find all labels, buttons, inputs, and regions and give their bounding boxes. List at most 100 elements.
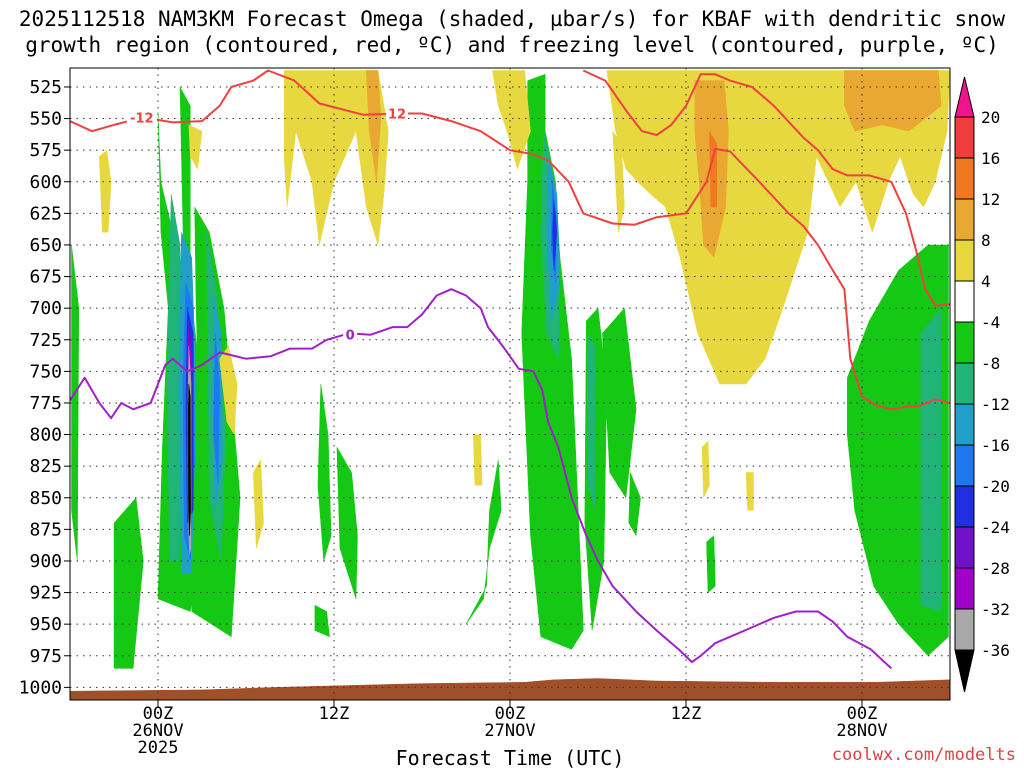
y-tick-label-525: 525 <box>29 77 62 98</box>
omega-region-31 <box>188 383 191 536</box>
colorbar-bin-5 <box>954 280 975 323</box>
x-tick-label-6-2: 2025 <box>138 738 179 758</box>
y-tick-label-900: 900 <box>29 551 62 572</box>
plot-area: -12 12 0 <box>69 67 951 701</box>
colorbar-label-10: -24 <box>981 518 1010 537</box>
dgz-contour-1 <box>582 69 950 307</box>
y-tick-label-850: 850 <box>29 488 62 509</box>
omega-region-27 <box>552 200 558 271</box>
x-tick-label-6-1: 26NOV <box>132 721 183 741</box>
omega-region-47 <box>70 678 950 700</box>
omega-region-12 <box>628 472 641 536</box>
y-tick-label-575: 575 <box>29 140 62 161</box>
colorbar-bin-10 <box>954 485 975 528</box>
omega-region-15 <box>166 194 184 562</box>
omega-region-42 <box>745 472 754 511</box>
x-tick-label-42-0: 12Z <box>671 704 702 724</box>
dgz-contour-label-1: 12 <box>388 108 406 123</box>
omega-region-6 <box>336 446 358 600</box>
omega-region-18 <box>587 333 596 511</box>
colorbar-bin-0 <box>954 76 975 118</box>
omega-region-24 <box>213 333 220 486</box>
colorbar-label-7: -12 <box>981 395 1010 414</box>
colorbar-bin-4 <box>954 239 975 282</box>
colorbar-label-13: -36 <box>981 641 1010 660</box>
colorbar-bin-12 <box>954 567 975 610</box>
colorbar-label-5: -4 <box>981 313 1000 332</box>
contour-labels: -12 12 0 <box>126 105 409 344</box>
colorbar: 20 16 12 8 4 -4 -8 -12 -16 -20 -24 -28 -32 -36 <box>954 76 1010 693</box>
freezing-contour-0 <box>70 288 892 670</box>
omega-region-38 <box>492 70 531 170</box>
omega-shading <box>70 70 950 700</box>
colorbar-bin-7 <box>954 362 975 405</box>
x-tick-label-30-1: 27NOV <box>484 721 535 741</box>
colorbar-label-2: 12 <box>981 190 1000 209</box>
y-tick-label-675: 675 <box>29 267 62 288</box>
chart-title-line-2: growth region (contoured, red, ºC) and f… <box>25 33 999 57</box>
omega-region-13 <box>706 535 716 593</box>
colorbar-bin-14 <box>954 649 975 693</box>
y-axis: 525 550 575 600 625 650 675 700 725 750 775 800 825 8… <box>19 77 70 698</box>
x-tick-label-18-0: 12Z <box>319 704 350 724</box>
colorbar-bin-1 <box>954 116 975 159</box>
colorbar-label-4: 4 <box>981 272 991 291</box>
y-tick-label-975: 975 <box>29 646 62 667</box>
x-tick-label-54-0: 00Z <box>847 704 878 724</box>
dgz-contour-0 <box>70 69 950 411</box>
y-tick-label-800: 800 <box>29 425 62 446</box>
y-tick-label-775: 775 <box>29 393 62 414</box>
y-tick-label-1000: 1000 <box>19 677 62 698</box>
colorbar-label-11: -28 <box>981 559 1010 578</box>
omega-region-32 <box>99 149 112 233</box>
colorbar-bin-8 <box>954 403 975 446</box>
colorbar-label-3: 8 <box>981 231 991 250</box>
x-tick-label-54-1: 28NOV <box>836 721 887 741</box>
colorbar-bin-2 <box>954 157 975 200</box>
omega-region-43 <box>366 70 382 183</box>
omega-region-8 <box>465 459 502 625</box>
y-tick-label-950: 950 <box>29 614 62 635</box>
dgz-contour-label-0-bg <box>126 109 157 126</box>
omega-region-1 <box>113 497 144 669</box>
y-tick-label-750: 750 <box>29 361 62 382</box>
y-tick-label-925: 925 <box>29 583 62 604</box>
colorbar-bin-11 <box>954 526 975 569</box>
x-tick-label-30-0: 00Z <box>495 704 526 724</box>
colorbar-bin-13 <box>954 608 975 651</box>
colorbar-label-6: -8 <box>981 354 1000 373</box>
chart-title-line-1: 2025112518 NAM3KM Forecast Omega (shaded… <box>19 7 1006 31</box>
omega-region-36 <box>253 459 264 549</box>
omega-region-9 <box>521 74 584 650</box>
gridlines <box>70 68 950 700</box>
omega-region-35 <box>219 345 238 435</box>
colorbar-bin-9 <box>954 444 975 487</box>
omega-region-11 <box>602 307 637 499</box>
y-tick-label-550: 550 <box>29 109 62 130</box>
y-tick-label-600: 600 <box>29 172 62 193</box>
y-tick-label-625: 625 <box>29 203 62 224</box>
omega-region-40 <box>612 130 625 233</box>
x-axis-title: Forecast Time (UTC) <box>396 746 625 768</box>
omega-region-45 <box>844 70 942 132</box>
freezing-contour-label-0-bg <box>343 326 358 343</box>
contour-lines <box>70 69 950 670</box>
colorbar-bin-6 <box>954 321 975 364</box>
omega-region-37 <box>473 434 483 486</box>
omega-region-33 <box>188 124 203 170</box>
y-tick-label-700: 700 <box>29 298 62 319</box>
freezing-contour-label-0: 0 <box>346 329 355 344</box>
colorbar-label-1: 16 <box>981 149 1000 168</box>
colorbar-label-0: 20 <box>981 108 1000 127</box>
dgz-contour-label-1-bg <box>386 105 409 122</box>
omega-region-7 <box>314 604 330 638</box>
colorbar-label-12: -32 <box>981 600 1010 619</box>
omega-region-41 <box>701 440 710 499</box>
dgz-contour-label-0: -12 <box>130 111 154 126</box>
credit-text: coolwx.com/modelts <box>832 745 1016 765</box>
y-tick-label-650: 650 <box>29 235 62 256</box>
colorbar-bin-3 <box>954 198 975 241</box>
colorbar-label-9: -20 <box>981 477 1010 496</box>
